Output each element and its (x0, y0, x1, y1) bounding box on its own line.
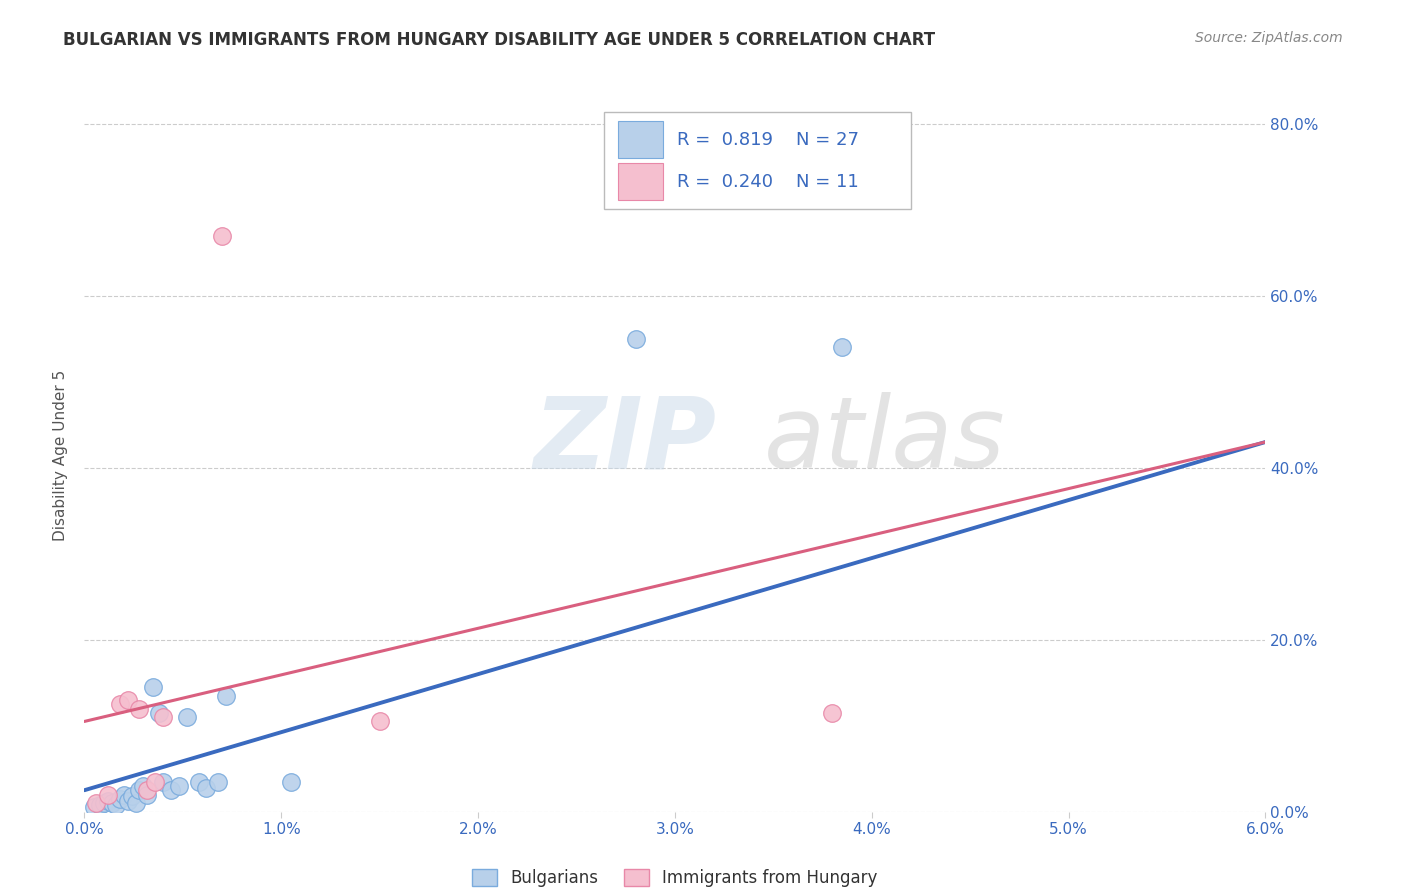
Point (112, 788, 135, 802)
Point (152, 710, 174, 724)
Point (136, 788, 159, 802)
Text: Source: ZipAtlas.com: Source: ZipAtlas.com (1195, 31, 1343, 45)
Point (215, 689, 238, 703)
Point (160, 783, 183, 797)
Point (93, 796, 115, 810)
FancyBboxPatch shape (619, 121, 664, 158)
FancyBboxPatch shape (605, 112, 911, 209)
Y-axis label: Disability Age Under 5: Disability Age Under 5 (53, 369, 69, 541)
Point (368, 714, 391, 729)
Point (117, 794, 139, 808)
Text: atlas: atlas (763, 392, 1005, 489)
Text: ZIP: ZIP (533, 392, 716, 489)
Point (83, 800, 105, 814)
Text: R =  0.819    N = 27: R = 0.819 N = 27 (678, 130, 859, 148)
Point (176, 710, 198, 724)
Point (136, 783, 159, 797)
Point (831, 341, 853, 355)
Point (132, 779, 155, 793)
Point (89, 797, 111, 812)
Point (142, 680, 165, 694)
Point (195, 780, 218, 795)
Point (117, 693, 139, 707)
Point (167, 779, 190, 793)
Point (128, 701, 150, 715)
Point (187, 774, 209, 789)
Point (148, 706, 170, 720)
Point (124, 796, 146, 810)
Legend: Bulgarians, Immigrants from Hungary: Bulgarians, Immigrants from Hungary (465, 863, 884, 892)
Point (624, 332, 647, 346)
Point (84, 796, 107, 810)
Point (97, 788, 120, 802)
FancyBboxPatch shape (619, 163, 664, 200)
Point (97, 794, 120, 808)
Point (211, 228, 233, 243)
Point (143, 774, 166, 789)
Point (101, 796, 124, 810)
Point (280, 774, 302, 789)
Text: R =  0.240    N = 11: R = 0.240 N = 11 (678, 173, 859, 191)
Point (152, 774, 174, 789)
Point (108, 698, 131, 712)
Point (821, 706, 844, 720)
Point (121, 789, 143, 804)
Point (108, 792, 131, 806)
Point (128, 783, 150, 797)
Point (207, 774, 229, 789)
Text: BULGARIAN VS IMMIGRANTS FROM HUNGARY DISABILITY AGE UNDER 5 CORRELATION CHART: BULGARIAN VS IMMIGRANTS FROM HUNGARY DIS… (63, 31, 935, 49)
Point (104, 797, 127, 812)
